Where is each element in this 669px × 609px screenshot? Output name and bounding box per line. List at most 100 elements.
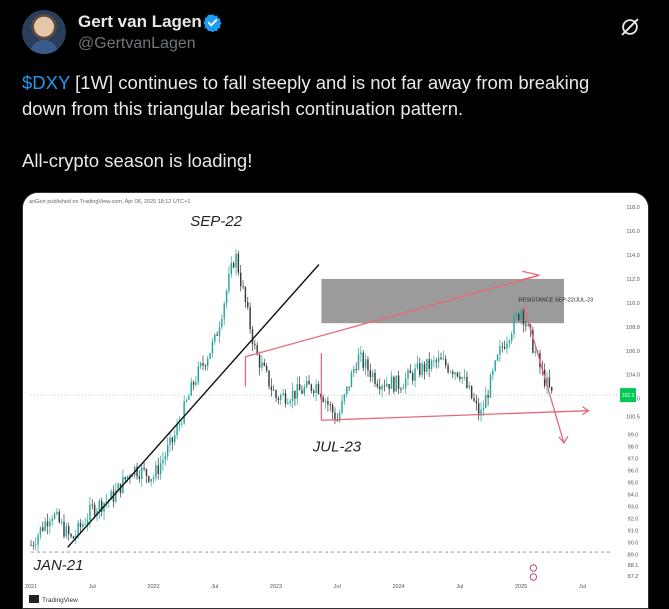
candle-body [452, 371, 454, 375]
candle-body [303, 387, 306, 394]
candle-body [334, 412, 336, 421]
candle-body [444, 358, 447, 366]
candle-body [251, 329, 254, 345]
candle-body [454, 372, 456, 375]
candle-body [310, 384, 313, 391]
y-tick-label: 110.0 [626, 301, 639, 307]
candle-body [364, 359, 367, 368]
candle-body [100, 500, 103, 512]
candle-body [473, 398, 475, 401]
tweet-line-3: All-crypto season is loading! [22, 150, 253, 171]
avatar[interactable] [22, 10, 66, 54]
candle-body [232, 263, 235, 268]
candle-body [397, 375, 400, 389]
candle-body [256, 345, 258, 355]
y-tick-label: 114.0 [626, 253, 639, 259]
candle-body [37, 535, 39, 545]
candle-body [204, 365, 207, 367]
candle-body [496, 354, 499, 361]
y-tick-label: 106.0 [626, 349, 640, 355]
candle-body [381, 385, 383, 390]
candle-body [202, 363, 204, 366]
candle-body [390, 376, 393, 389]
candle-body [308, 380, 310, 385]
candle-body [419, 363, 421, 376]
candle-body [270, 386, 273, 390]
candle-body [67, 526, 70, 535]
candle-body [428, 359, 430, 369]
y-tick-label: 93.0 [628, 505, 639, 511]
candle-body [466, 376, 468, 388]
candle-body [324, 400, 327, 402]
y-tick-label: 89.0 [628, 552, 639, 558]
candle-body [346, 386, 348, 395]
candle-body [51, 518, 53, 522]
candle-body [468, 385, 470, 388]
candle-body [98, 500, 101, 511]
tweet-media-chart[interactable]: anGert published on TradingView.com, Apr… [22, 192, 649, 609]
y-tick-label: 91.0 [628, 528, 639, 534]
x-tick-label: 2021 [25, 584, 37, 590]
candle-body [169, 437, 171, 446]
candle-body [150, 478, 152, 482]
grok-slash-icon[interactable] [619, 16, 641, 38]
candle-body [96, 510, 98, 516]
candle-body [470, 385, 473, 399]
author-name[interactable]: Gert van Lagen [78, 12, 202, 31]
candle-body [272, 389, 275, 391]
candle-body [289, 401, 291, 404]
candle-body [30, 544, 32, 546]
y-tick-label: 88.1 [628, 563, 639, 569]
dxy-chart: anGert published on TradingView.com, Apr… [23, 193, 648, 608]
candle-body [510, 334, 513, 341]
candle-body [265, 365, 268, 371]
candle-body [263, 362, 266, 366]
x-tick-label: Jul [456, 584, 463, 590]
candle-body [508, 340, 511, 344]
candle-body [487, 395, 489, 398]
candle-body [313, 390, 315, 394]
candle-body [336, 420, 339, 422]
candle-body [477, 403, 480, 416]
candle-body [42, 527, 44, 531]
candle-body [411, 373, 414, 381]
x-tick-label: 2023 [270, 584, 282, 590]
cashtag-link[interactable]: $DXY [22, 72, 70, 93]
candle-body [388, 383, 390, 389]
candle-body [44, 521, 46, 531]
candle-body [515, 313, 518, 317]
candle-body [294, 390, 296, 399]
candle-body [221, 318, 223, 328]
candle-body [84, 524, 86, 525]
candle-body [298, 384, 301, 391]
y-tick-label: 87.2 [628, 574, 639, 580]
candle-body [211, 341, 214, 354]
candle-body [551, 386, 553, 391]
candle-body [393, 376, 395, 392]
candle-body [327, 400, 329, 405]
y-tick-label: 116.0 [626, 229, 639, 235]
candle-body [34, 544, 37, 546]
verified-badge-icon [203, 14, 222, 32]
triangle-lower-line [321, 410, 589, 421]
candle-body [301, 390, 303, 394]
candle-body [70, 534, 72, 537]
breakdown-arrow-head [558, 435, 569, 445]
y-tick-label: 108.0 [626, 325, 640, 331]
annotation-jan-21: JAN-21 [32, 557, 83, 574]
candle-body [105, 501, 108, 503]
candle-body [117, 483, 119, 490]
candle-body [162, 459, 164, 464]
candle-body [178, 423, 181, 426]
candle-body [506, 343, 508, 349]
candle-body [534, 351, 536, 353]
y-tick-label: 118.0 [626, 205, 639, 211]
candle-body [520, 310, 522, 320]
candle-body [77, 522, 79, 536]
candle-body [499, 346, 501, 355]
candle-body [525, 324, 527, 326]
candle-body [456, 372, 459, 377]
author-handle[interactable]: @GertvanLagen [78, 35, 196, 52]
candle-body [79, 522, 82, 527]
candle-body [164, 455, 167, 460]
